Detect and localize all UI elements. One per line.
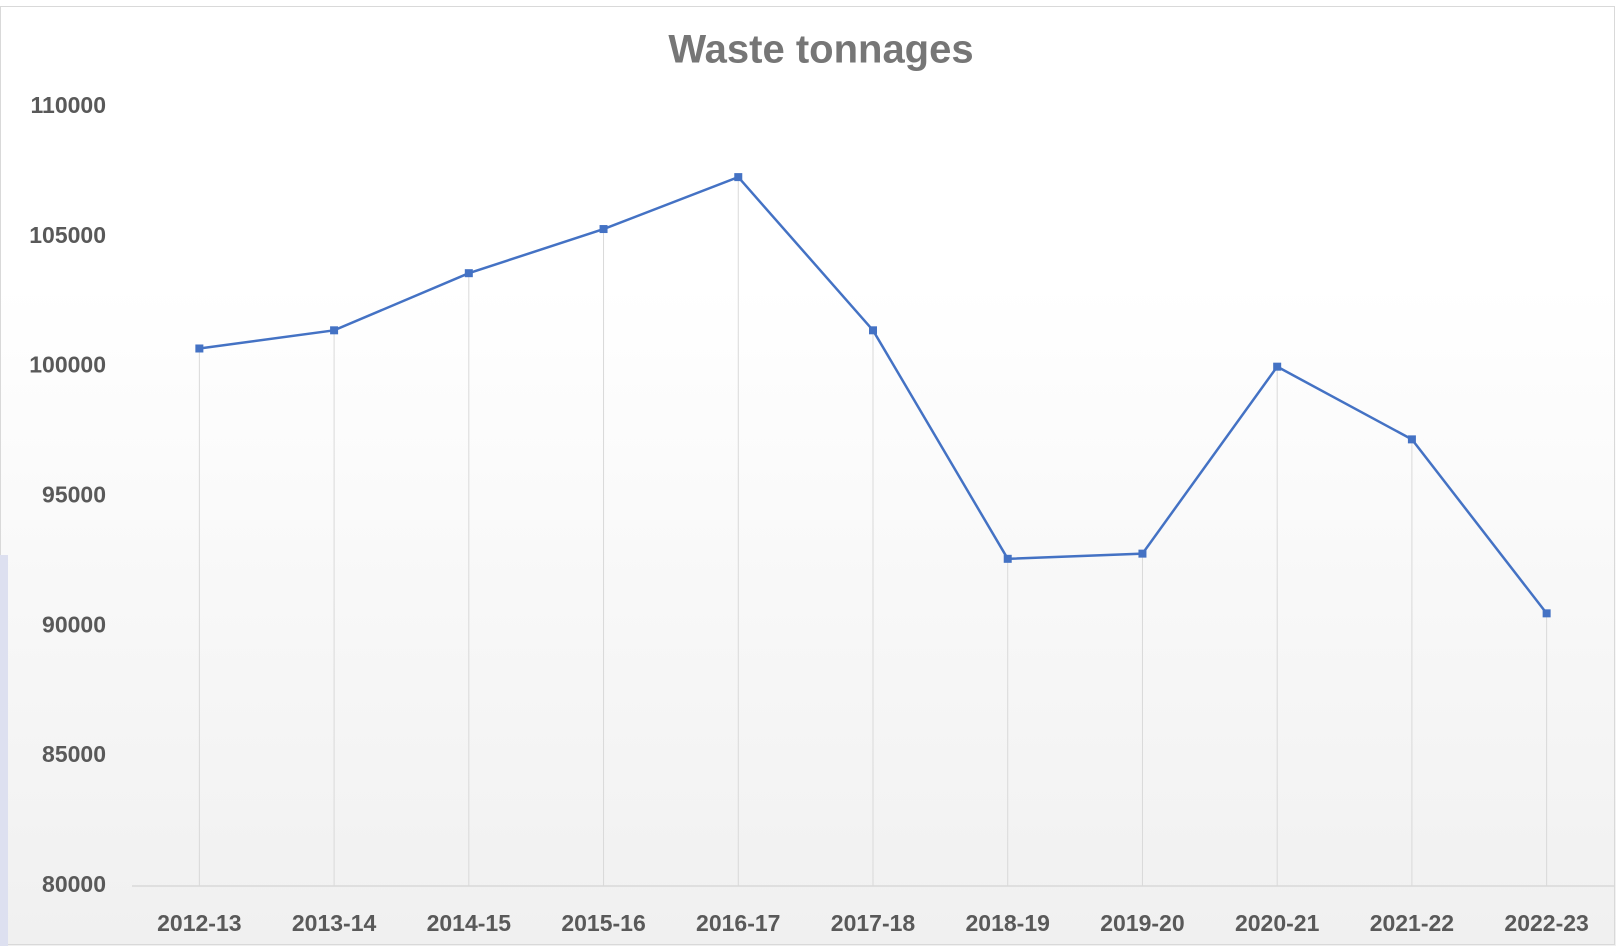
side-strip — [0, 555, 8, 946]
x-tick-label: 2022-23 — [1504, 910, 1588, 936]
x-tick-label: 2015-16 — [561, 910, 645, 936]
x-tick-label: 2019-20 — [1100, 910, 1184, 936]
point-marker — [195, 344, 204, 353]
x-tick-label: 2016-17 — [696, 910, 780, 936]
point-marker — [1138, 549, 1147, 558]
point-marker — [1273, 362, 1282, 371]
y-tick-label: 95000 — [42, 482, 106, 508]
y-tick-label: 90000 — [42, 611, 106, 637]
y-tick-label: 100000 — [29, 352, 106, 378]
chart-border — [0, 6, 1615, 945]
point-marker — [1542, 609, 1551, 618]
x-tick-label: 2014-15 — [427, 910, 512, 936]
x-tick-label: 2021-22 — [1370, 910, 1454, 936]
point-marker — [1407, 435, 1416, 444]
y-tick-label: 80000 — [42, 871, 106, 897]
point-marker — [734, 173, 743, 182]
point-marker — [869, 326, 877, 335]
chart-title: Waste tonnages — [668, 28, 973, 72]
point-marker — [464, 269, 473, 278]
point-marker — [330, 326, 339, 335]
x-tick-label: 2017-18 — [831, 910, 916, 936]
y-tick-label: 105000 — [29, 222, 106, 248]
point-marker — [1003, 554, 1012, 563]
x-tick-label: 2018-19 — [966, 910, 1050, 936]
y-tick-label: 85000 — [42, 741, 106, 767]
x-tick-label: 2013-14 — [292, 910, 377, 936]
y-tick-label: 110000 — [31, 92, 106, 118]
x-tick-label: 2020-21 — [1235, 910, 1320, 936]
x-tick-label: 2012-13 — [157, 910, 241, 936]
point-marker — [599, 225, 608, 234]
